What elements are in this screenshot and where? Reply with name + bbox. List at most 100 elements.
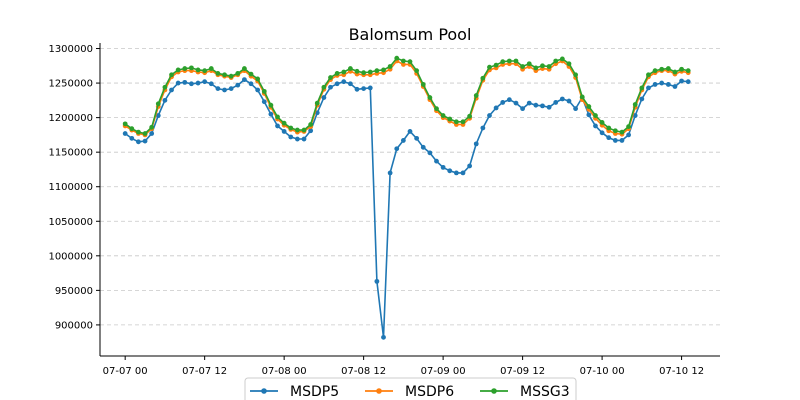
x-tick-label: 07-08 12 xyxy=(341,366,386,377)
data-point xyxy=(394,146,400,152)
data-point xyxy=(612,138,618,143)
data-point xyxy=(387,170,393,176)
data-point xyxy=(434,106,439,112)
data-point xyxy=(381,67,386,73)
data-point xyxy=(672,84,678,89)
data-point xyxy=(334,81,340,87)
gridlines xyxy=(100,48,720,326)
data-point xyxy=(195,80,201,86)
data-point xyxy=(142,131,148,136)
data-point xyxy=(639,85,645,91)
series-mssg3 xyxy=(122,55,691,136)
axes xyxy=(99,43,720,357)
data-point xyxy=(182,79,188,85)
y-tick-label: 1200000 xyxy=(48,113,93,124)
data-point xyxy=(281,129,287,134)
data-point xyxy=(361,70,367,76)
y-tick-label: 1050000 xyxy=(48,217,93,228)
data-point xyxy=(374,68,380,74)
data-point xyxy=(440,113,446,118)
data-point xyxy=(506,97,512,103)
legend-marker xyxy=(376,388,382,394)
data-point xyxy=(467,163,473,169)
y-tick-label: 900000 xyxy=(55,320,93,331)
data-point xyxy=(268,111,274,117)
data-point xyxy=(169,72,174,78)
data-point xyxy=(155,101,161,107)
data-point xyxy=(659,66,665,72)
data-point xyxy=(566,61,572,67)
data-point xyxy=(301,136,307,142)
data-point xyxy=(467,113,473,119)
y-tick-label: 1100000 xyxy=(48,182,93,193)
data-point xyxy=(242,66,247,71)
data-point xyxy=(136,129,141,135)
data-point xyxy=(314,100,320,106)
data-point xyxy=(506,58,512,64)
data-point xyxy=(434,158,439,164)
data-point xyxy=(407,59,413,65)
data-point xyxy=(619,129,625,135)
y-axis-ticks: 900000 950000 1000000 1050000 1100000 1150000… xyxy=(48,44,100,331)
data-point xyxy=(414,68,420,74)
data-point xyxy=(566,98,572,104)
data-point xyxy=(367,69,373,75)
data-point xyxy=(328,75,333,80)
data-point xyxy=(593,113,598,118)
data-point xyxy=(215,86,221,92)
data-point xyxy=(202,68,208,74)
x-tick-label: 07-10 00 xyxy=(580,366,625,377)
data-point xyxy=(215,71,221,76)
data-point xyxy=(347,66,353,71)
data-point xyxy=(202,79,208,85)
x-tick-label: 07-09 00 xyxy=(421,366,466,377)
data-point xyxy=(480,125,486,131)
y-tick-label: 1150000 xyxy=(48,148,93,159)
data-point xyxy=(228,86,234,92)
data-point xyxy=(500,59,506,65)
data-point xyxy=(294,136,300,142)
data-point xyxy=(487,64,492,70)
x-tick-label: 07-07 00 xyxy=(103,366,148,377)
data-point xyxy=(175,67,181,73)
data-point xyxy=(453,119,459,125)
data-point xyxy=(294,127,300,133)
data-point xyxy=(672,69,678,75)
data-point xyxy=(228,73,234,79)
data-point xyxy=(308,122,314,127)
data-point xyxy=(361,86,367,92)
data-point xyxy=(242,77,247,83)
data-point xyxy=(189,65,194,71)
data-point xyxy=(400,138,406,143)
x-tick-label: 07-10 12 xyxy=(659,366,704,377)
x-tick-label: 07-09 12 xyxy=(500,366,545,377)
data-point xyxy=(553,100,559,105)
data-point xyxy=(387,64,393,69)
data-point xyxy=(553,58,559,64)
legend-label: MSDP5 xyxy=(290,384,339,400)
data-point xyxy=(381,334,386,340)
data-point xyxy=(162,84,168,90)
data-point xyxy=(460,119,466,125)
data-point xyxy=(593,123,598,129)
data-point xyxy=(347,81,353,87)
legend-marker xyxy=(491,388,497,394)
data-point xyxy=(354,86,360,92)
data-point xyxy=(473,93,479,98)
data-point xyxy=(513,58,519,64)
data-point xyxy=(122,121,128,127)
data-point xyxy=(579,94,585,100)
data-point xyxy=(341,79,347,85)
data-point xyxy=(374,278,380,284)
data-point xyxy=(612,128,618,134)
data-point xyxy=(606,125,612,131)
data-point xyxy=(573,106,578,112)
data-point xyxy=(394,55,400,61)
data-point xyxy=(632,102,638,107)
data-point xyxy=(261,99,267,105)
data-point xyxy=(460,170,466,176)
data-point xyxy=(142,138,148,144)
data-point xyxy=(659,80,665,86)
data-point xyxy=(480,75,486,81)
data-point xyxy=(440,164,446,170)
